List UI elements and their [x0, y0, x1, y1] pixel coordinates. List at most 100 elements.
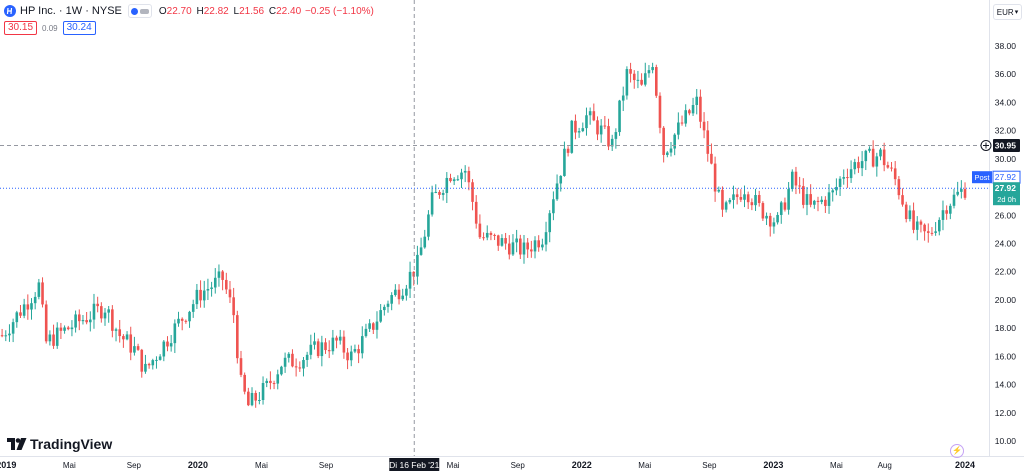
candle-body: [261, 383, 265, 401]
candle-body: [188, 311, 191, 322]
candle-body: [41, 282, 44, 305]
candle-body: [882, 149, 886, 166]
candle-body: [732, 194, 735, 200]
price-tick-label: 24.00: [995, 239, 1017, 249]
price-axis[interactable]: 10.00 12.00 14.00 16.00 18.00 20.00 22.00 24.00…: [995, 41, 1017, 446]
lightning-icon[interactable]: ⚡: [950, 444, 964, 458]
candle-body: [324, 342, 327, 351]
candle-body: [879, 149, 882, 157]
candle-body: [144, 363, 147, 372]
candle-body: [111, 309, 114, 331]
candle-body: [70, 327, 74, 330]
currency-button[interactable]: EUR ▾: [993, 4, 1022, 20]
trade-prices: 30.15 0.09 30.24: [4, 21, 96, 35]
candle-body: [772, 222, 776, 227]
candle-body: [44, 304, 48, 342]
candle-body: [19, 312, 22, 316]
high-key: H: [196, 5, 204, 17]
candle-body: [81, 320, 85, 322]
candle-body: [677, 122, 680, 135]
candle-body: [379, 310, 382, 322]
candle-body: [287, 353, 291, 358]
candle-body: [151, 360, 155, 366]
candle-body: [960, 189, 963, 192]
candle-body: [338, 336, 342, 341]
candle-body: [662, 127, 665, 155]
candle-body: [434, 191, 438, 193]
price-tick-label: 16.00: [995, 351, 1017, 361]
candle-body: [327, 350, 331, 352]
price-tick-label: 18.00: [995, 323, 1017, 333]
candle-body: [813, 200, 816, 205]
candle-body: [224, 279, 228, 290]
candle-body: [721, 189, 724, 210]
visibility-toggle-icon[interactable]: [127, 4, 152, 18]
candle-body: [816, 200, 820, 202]
price-tick-label: 38.00: [995, 41, 1017, 51]
time-tick-label: 2022: [572, 460, 592, 470]
candle-body: [316, 341, 320, 357]
candle-body: [100, 306, 103, 319]
time-tick-label: 2023: [763, 460, 783, 470]
candle-body: [618, 100, 621, 133]
candle-body: [857, 162, 860, 169]
candle-body: [702, 121, 706, 131]
candle-body: [368, 323, 371, 329]
time-tick-label: Mai: [63, 461, 76, 470]
candle-body: [243, 374, 246, 392]
candle-body: [147, 363, 151, 366]
change-value: −0.25 (−1.10%): [304, 5, 374, 17]
candle-body: [868, 148, 871, 151]
candle-body: [838, 178, 842, 187]
buy-button[interactable]: 30.24: [62, 21, 96, 35]
candle-body: [607, 126, 610, 147]
candle-body: [478, 223, 482, 238]
sell-button[interactable]: 30.15: [4, 21, 38, 35]
candle-body: [820, 199, 823, 202]
post-price-label: 27.92: [995, 172, 1017, 182]
candle-body: [507, 243, 511, 255]
candle-body: [515, 238, 518, 243]
candle-body: [548, 213, 552, 233]
candle-body: [427, 214, 430, 237]
candle-body: [357, 349, 360, 354]
candle-body: [37, 282, 41, 297]
candle-body: [853, 162, 857, 170]
candle-body: [180, 318, 184, 321]
candle-body: [544, 232, 548, 245]
candle-body: [162, 341, 166, 357]
time-tick-label: Sep: [511, 461, 526, 470]
high-value: 22.82: [203, 5, 229, 17]
candle-body: [313, 341, 316, 345]
candle-body: [11, 322, 15, 334]
candle-body: [423, 236, 427, 248]
tradingview-logo[interactable]: TradingView: [7, 436, 112, 452]
candle-body: [30, 303, 33, 310]
tradingview-wordmark: TradingView: [30, 436, 113, 452]
candle-body: [779, 202, 783, 215]
candle-body: [864, 150, 868, 162]
time-axis[interactable]: 2019 Mai Sep 2020 Mai Sep Mai Sep 2022 Mai Sep 2023…: [0, 460, 975, 470]
symbol-title[interactable]: HP Inc. · 1W · NYSE: [20, 5, 122, 17]
candle-body: [489, 232, 493, 235]
candle-body: [945, 210, 948, 214]
price-tick-label: 20.00: [995, 295, 1017, 305]
candle-body: [452, 179, 456, 182]
candle-body: [129, 334, 133, 353]
candle-body: [934, 231, 937, 233]
candle-body: [0, 335, 4, 337]
candle-body: [599, 125, 603, 135]
candle-body: [728, 199, 732, 203]
candle-body: [221, 271, 224, 280]
candle-body: [430, 192, 434, 215]
price-tick-label: 26.00: [995, 210, 1017, 220]
time-tick-label: Mai: [447, 461, 460, 470]
candle-body: [566, 148, 570, 153]
candle-body: [522, 242, 526, 255]
candle-body: [460, 172, 463, 180]
candles: [0, 62, 967, 408]
candle-body: [55, 327, 59, 346]
candle-body: [669, 148, 673, 153]
candle-body: [666, 152, 669, 155]
